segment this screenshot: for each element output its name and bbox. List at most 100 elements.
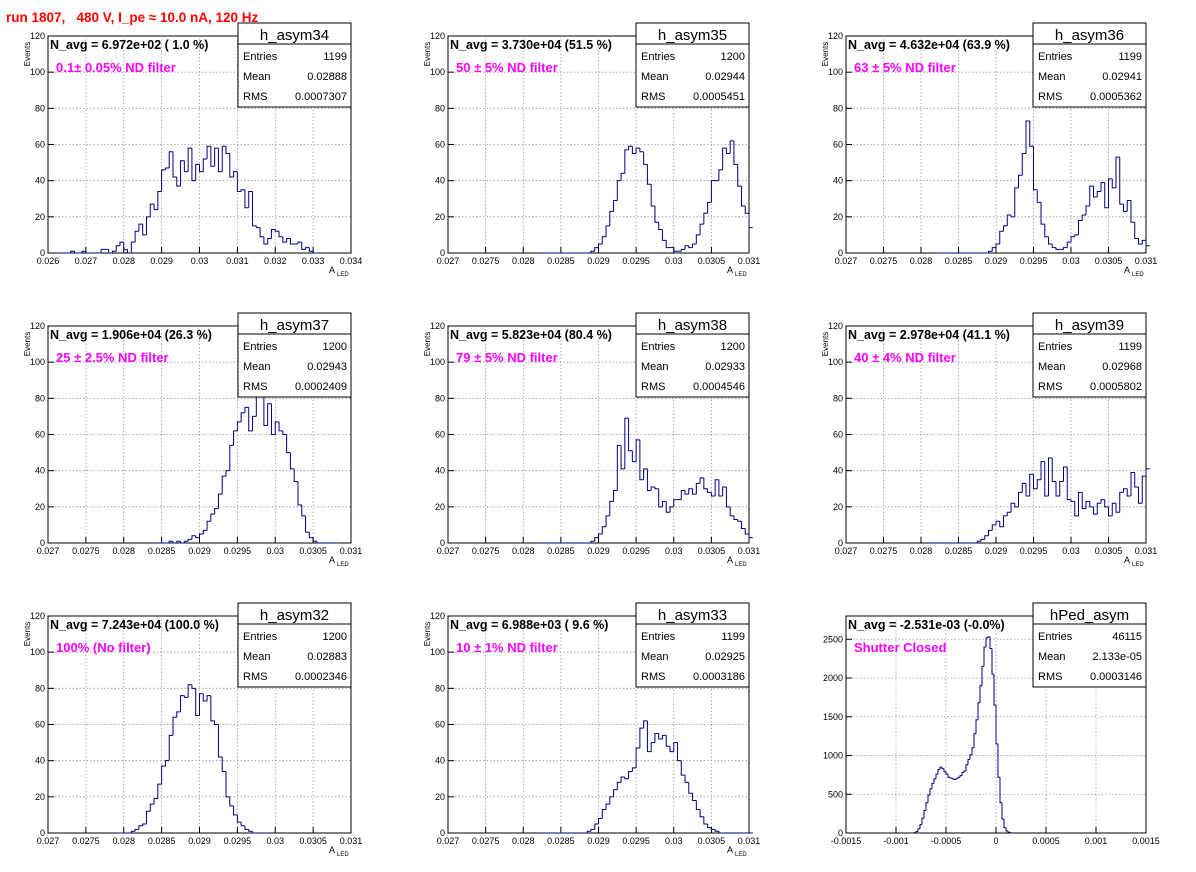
histogram-bin — [665, 501, 670, 513]
stats-box — [635, 623, 750, 688]
stats-value: 0.02888 — [307, 71, 347, 83]
histogram-bin — [973, 733, 976, 748]
y-tick-label: 20 — [35, 792, 45, 802]
histogram-bin — [643, 720, 648, 729]
histogram-bin — [1089, 185, 1094, 206]
filter-note: 100% (No filter) — [56, 640, 151, 655]
x-axis-label-subscript: LED — [735, 272, 747, 278]
stats-value: 1200 — [721, 51, 745, 63]
histogram-bin — [1145, 468, 1150, 477]
histogram-bin — [1003, 225, 1008, 232]
histogram-bin — [937, 768, 940, 775]
histogram-bin — [1048, 236, 1053, 245]
histogram-bin — [737, 164, 742, 187]
y-tick-label: 0 — [838, 828, 843, 838]
histogram-bin — [1141, 239, 1146, 244]
histogram-bin — [108, 249, 113, 254]
x-axis-label: A — [329, 555, 335, 565]
histogram-bin — [210, 695, 215, 722]
x-tick-label: 0.028 — [910, 256, 933, 266]
histogram-bin — [988, 250, 993, 253]
histogram-bin — [1078, 219, 1083, 235]
stats-label: Entries — [243, 51, 278, 63]
stats-label: RMS — [1038, 381, 1062, 393]
x-tick-label: 0.026 — [37, 256, 60, 266]
histogram-bin — [639, 148, 644, 153]
y-tick-label: 0 — [838, 248, 843, 258]
histogram-bin — [1006, 214, 1011, 226]
histogram-bin — [654, 733, 659, 743]
histogram-bin — [635, 747, 640, 768]
y-tick-label: 0 — [838, 538, 843, 548]
histogram-bin — [1025, 120, 1030, 154]
x-tick-label: 0.031 — [340, 546, 363, 556]
x-axis-label: A — [727, 555, 733, 565]
x-tick-label: 0.0295 — [622, 546, 650, 556]
histogram-bin — [164, 760, 170, 767]
histogram-bin — [718, 169, 723, 181]
histogram-bin — [305, 515, 310, 533]
x-tick-label: 0.032 — [264, 256, 287, 266]
histogram-bin — [1074, 501, 1079, 517]
histogram-bin — [995, 243, 1000, 248]
histogram-bin — [1021, 482, 1026, 493]
histogram-bin — [1033, 474, 1038, 490]
stats-value: 1199 — [1118, 341, 1142, 353]
stats-value: 0.02925 — [705, 651, 745, 663]
y-tick-label: 120 — [430, 321, 445, 331]
x-axis-label-subscript: LED — [337, 852, 349, 858]
histogram-bin — [740, 521, 746, 530]
histogram-bin — [620, 445, 625, 470]
histogram-bin — [191, 148, 196, 182]
x-tick-label: 0.0295 — [622, 256, 650, 266]
histogram-bin — [1040, 461, 1045, 480]
y-tick-label: 80 — [833, 103, 843, 113]
x-tick-label: 0.029 — [188, 836, 211, 846]
x-tick-label: 0.0305 — [1095, 546, 1123, 556]
stats-label: Mean — [1038, 71, 1066, 83]
y-tick-label: 80 — [35, 103, 45, 113]
histogram-bin — [586, 830, 591, 833]
histogram-bin — [1123, 488, 1128, 493]
x-axis-label: A — [329, 265, 335, 275]
histogram-bin — [221, 145, 227, 172]
histogram-bins — [912, 636, 1014, 834]
histogram-bin — [312, 251, 317, 254]
stats-label: Mean — [641, 71, 669, 83]
histogram-bin — [620, 172, 625, 181]
histogram-panel-h_asym32: 0.027 0.0275 0.028 0.0285 0.029 0.0295 0.03 0.0… — [23, 602, 363, 858]
stats-value: 0.02943 — [307, 361, 347, 373]
histogram-bin — [217, 148, 223, 173]
histogram-title: h_asym34 — [260, 27, 329, 44]
histogram-bin — [987, 636, 990, 638]
histogram-bin — [172, 151, 177, 178]
histogram-bin — [301, 505, 306, 517]
histogram-bin — [233, 805, 238, 816]
histogram-bin — [609, 210, 614, 226]
x-tick-label: 0.031 — [340, 836, 363, 846]
histogram-bin — [1126, 200, 1131, 212]
histogram-bin — [221, 475, 227, 495]
histogram-bin — [984, 535, 989, 540]
histogram-bin — [1066, 241, 1071, 248]
y-axis-label: Events — [423, 332, 432, 356]
histogram-bin — [635, 439, 640, 462]
x-tick-label: 0.0295 — [1020, 546, 1048, 556]
x-tick-label: 0.0305 — [1095, 256, 1123, 266]
histogram-bin — [233, 430, 238, 446]
y-tick-label: 60 — [435, 430, 445, 440]
histogram-bin — [703, 212, 708, 225]
histogram-bin — [1126, 488, 1131, 497]
histogram-bin — [673, 247, 678, 252]
y-tick-label: 100 — [430, 647, 445, 657]
histogram-bin — [669, 746, 674, 753]
histogram-bin — [643, 151, 648, 165]
x-axis-label: A — [1124, 555, 1130, 565]
histogram-bin — [225, 771, 230, 798]
histogram-bin — [168, 540, 173, 543]
histogram-bin — [654, 486, 659, 490]
histogram-bin — [949, 777, 952, 779]
histogram-bin — [997, 743, 1000, 778]
x-tick-label: 0.034 — [340, 256, 363, 266]
histogram-bin — [252, 415, 257, 431]
